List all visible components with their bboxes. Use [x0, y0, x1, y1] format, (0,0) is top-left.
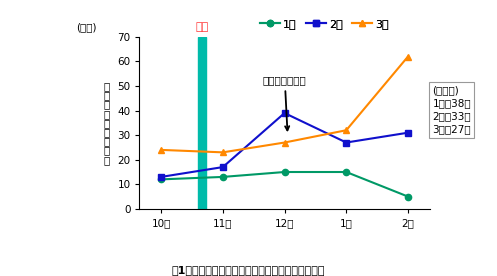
- 2組: [343, 141, 349, 144]
- Text: (生徒数)
1組：38人
2組：33人
3組：27人: (生徒数) 1組：38人 2組：33人 3組：27人: [432, 85, 471, 135]
- 1組: [158, 178, 164, 181]
- Legend: 1組, 2組, 3組: 1組, 2組, 3組: [255, 15, 393, 34]
- Text: 図1　小国スギ製の机・椅子の使用と生徒の欠席数: 図1 小国スギ製の机・椅子の使用と生徒の欠席数: [172, 265, 325, 275]
- Y-axis label: 欠
席
数
（
延
べ
人
数
）: 欠 席 数 （ 延 べ 人 数 ）: [103, 81, 109, 165]
- 1組: [405, 195, 411, 198]
- 1組: [220, 175, 226, 179]
- 2組: [158, 175, 164, 179]
- Text: インフルエンザ: インフルエンザ: [263, 76, 307, 130]
- 2組: [282, 112, 288, 115]
- 1組: [282, 170, 288, 174]
- 2組: [220, 165, 226, 169]
- 3組: [282, 141, 288, 144]
- 3組: [220, 151, 226, 154]
- 2組: [405, 131, 411, 134]
- Line: 3組: 3組: [158, 54, 411, 155]
- Text: 設置: 設置: [195, 22, 208, 32]
- 3組: [158, 148, 164, 152]
- Line: 2組: 2組: [158, 110, 411, 180]
- Bar: [198, 37, 206, 209]
- 1組: [343, 170, 349, 174]
- Text: (人数): (人数): [76, 22, 96, 32]
- 3組: [343, 129, 349, 132]
- 3組: [405, 55, 411, 58]
- Line: 1組: 1組: [158, 169, 411, 200]
